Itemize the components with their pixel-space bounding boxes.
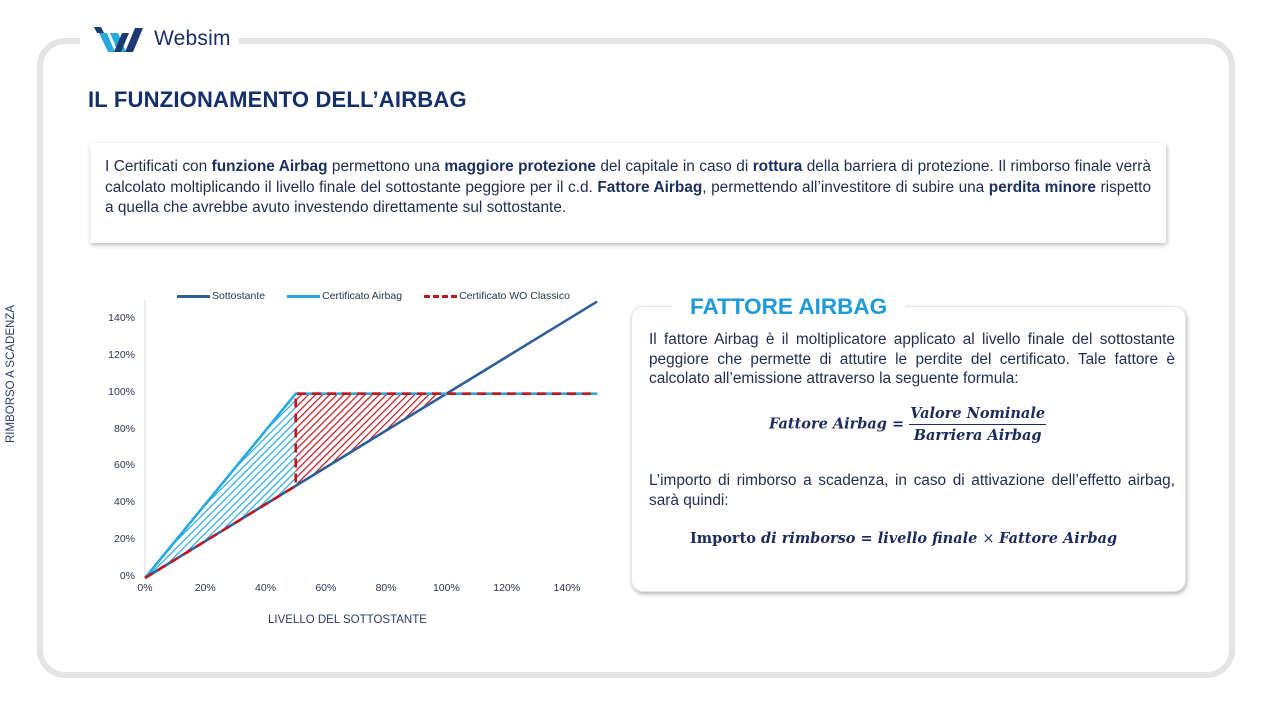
- chart-plot-area: [143, 300, 598, 580]
- payoff-chart: Sottostante Certificato Airbag Certifica…: [85, 285, 615, 635]
- formula-equals: =: [855, 530, 878, 547]
- legend-label: Certificato WO Classico: [459, 290, 570, 302]
- intro-segment: della barriera di protezione. Il rimbors…: [105, 158, 1151, 196]
- legend-label: Certificato Airbag: [322, 290, 403, 302]
- formula-word: di rimborso: [761, 530, 856, 547]
- formula-term: livello finale: [877, 530, 983, 547]
- legend-item-certificato-wo-classico: Certificato WO Classico: [424, 290, 570, 302]
- intro-segment: del capitale in caso di: [595, 158, 753, 175]
- page-title: IL FUNZIONAMENTO DELL’AIRBAG: [88, 87, 467, 112]
- slide-frame: [37, 38, 1235, 678]
- y-tick-label: 60%: [113, 459, 135, 472]
- legend-swatch: [424, 294, 458, 298]
- x-axis-label: LIVELLO DEL SOTTOSTANTE: [268, 614, 427, 626]
- intro-emphasis: rottura: [752, 158, 803, 175]
- fattore-airbag-title: FATTORE AIRBAG: [672, 293, 906, 321]
- formula-fraction: Valore Nominale Barriera Airbag: [909, 405, 1047, 444]
- websim-logo: Websim: [80, 22, 239, 56]
- intro-segment: permettono una: [327, 158, 445, 175]
- x-tick-label: 120%: [493, 582, 521, 594]
- intro-segment: , permettendo all’investitore di subire …: [702, 178, 989, 196]
- y-axis-label: RIMBORSO A SCADENZA: [5, 304, 17, 443]
- intro-emphasis: Fattore Airbag: [597, 178, 703, 196]
- chart-legend: Sottostante Certificato Airbag Certifica…: [177, 290, 570, 302]
- importo-rimborso-formula: Importo di rimborso = livello finale × F…: [690, 530, 1117, 547]
- formula-denominator: Barriera Airbag: [913, 427, 1042, 444]
- intro-emphasis: maggiore protezione: [444, 158, 596, 175]
- intro-segment: rispetto a quella che avrebbe avuto inve…: [105, 178, 1152, 217]
- y-tick-label: 140%: [108, 311, 135, 324]
- intro-segment: I Certificati con: [105, 158, 212, 175]
- x-tick-label: 40%: [255, 582, 277, 594]
- fattore-description: Il fattore Airbag è il moltiplicatore ap…: [649, 331, 1175, 387]
- y-tick-label: 40%: [113, 496, 135, 509]
- formula-times: ×: [982, 531, 1000, 547]
- legend-item-sottostante: Sottostante: [177, 290, 265, 302]
- x-tick-label: 100%: [432, 582, 460, 594]
- intro-box: I Certificati con funzione Airbag permet…: [90, 143, 1166, 243]
- formula-term: Fattore Airbag: [999, 530, 1118, 547]
- series-line-sottostante: [144, 300, 598, 580]
- formula-equals: =: [886, 415, 910, 433]
- brand-name: Websim: [154, 27, 231, 50]
- fattore-airbag-formula: Fattore Airbag = Valore Nominale Barriera…: [769, 405, 1047, 444]
- x-tick-label: 20%: [194, 582, 216, 594]
- x-tick-label: 60%: [315, 582, 337, 594]
- websim-w-icon: [94, 27, 143, 52]
- legend-item-certificato-airbag: Certificato Airbag: [287, 290, 402, 302]
- intro-text: I Certificati con funzione Airbag permet…: [105, 157, 1151, 219]
- y-tick-label: 100%: [108, 385, 135, 398]
- y-tick-label: 80%: [113, 422, 135, 435]
- legend-label: Sottostante: [212, 290, 266, 302]
- intro-emphasis: funzione Airbag: [211, 158, 328, 175]
- x-tick-label: 140%: [553, 582, 581, 594]
- formula-word: Importo: [690, 530, 761, 547]
- x-tick-label: 0%: [137, 582, 153, 594]
- y-tick-label: 0%: [119, 570, 135, 582]
- fattore-airbag-box: [631, 306, 1186, 592]
- y-tick-label: 20%: [113, 533, 135, 546]
- y-tick-label: 120%: [108, 348, 135, 361]
- formula-lhs: Fattore Airbag: [769, 415, 887, 433]
- formula-numerator: Valore Nominale: [909, 405, 1047, 425]
- rimborso-description: L’importo di rimborso a scadenza, in cas…: [649, 472, 1175, 509]
- legend-swatch: [177, 294, 210, 298]
- intro-emphasis: perdita minore: [988, 178, 1096, 196]
- x-tick-label: 80%: [375, 582, 397, 594]
- legend-swatch: [287, 294, 321, 298]
